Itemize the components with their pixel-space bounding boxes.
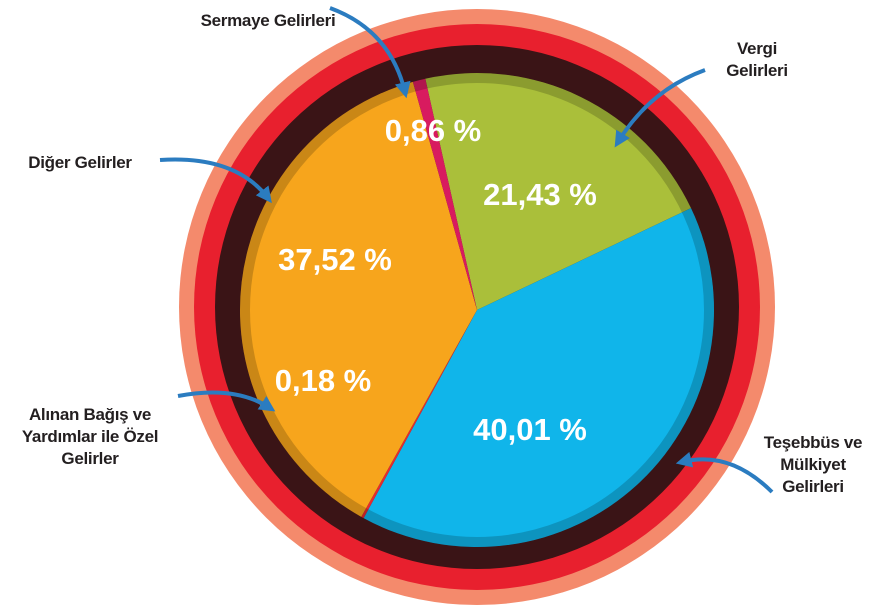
- pie-slice: [361, 310, 477, 519]
- value-label: 21,43 %: [483, 177, 597, 212]
- category-label: Alınan Bağış ve Yardımlar ile Özel Gelir…: [21, 405, 159, 468]
- inner-rim: [240, 73, 714, 547]
- arrow: [159, 157, 272, 204]
- value-label: 40,01 %: [473, 412, 587, 447]
- value-label: 0,18 %: [275, 363, 372, 398]
- category-label: Diğer Gelirler: [28, 153, 132, 172]
- value-label: 37,52 %: [278, 242, 392, 277]
- arrow: [177, 390, 276, 412]
- value-label: 0,86 %: [385, 113, 482, 148]
- category-label: Vergi Gelirleri: [726, 39, 788, 80]
- arrow: [329, 6, 411, 99]
- pie-slice: [363, 208, 714, 547]
- arrow: [675, 451, 774, 494]
- arrow: [614, 68, 706, 148]
- category-label: Teşebbüs ve Mülkiyet Gelirleri: [763, 433, 863, 496]
- pie-slice: [412, 78, 477, 310]
- pie-slice: [239, 81, 477, 517]
- category-label: Sermaye Gelirleri: [200, 11, 336, 30]
